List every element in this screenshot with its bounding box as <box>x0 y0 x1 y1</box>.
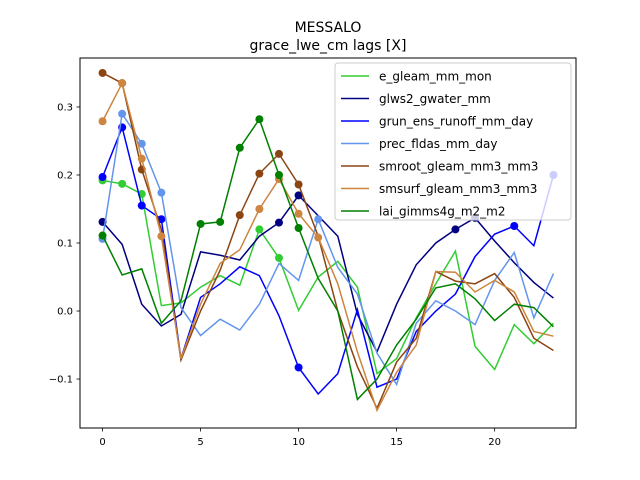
data-point <box>118 179 127 188</box>
data-point <box>137 139 146 148</box>
data-point <box>510 221 519 230</box>
y-tick-label: 0.3 <box>57 102 73 113</box>
series-line-smsurf_gleam_mm3_mm3 <box>101 81 554 413</box>
data-point <box>196 219 205 228</box>
data-point <box>98 231 107 240</box>
x-tick-label: 15 <box>390 437 403 448</box>
data-point <box>255 225 264 234</box>
y-tick-label: 0.2 <box>57 170 73 181</box>
axes: 0 5 10 15 20 −0.1 0.0 0.1 0.2 0.3 <box>49 102 501 448</box>
data-point <box>157 232 166 241</box>
series-line-lai_gimms4g_m2_m2 <box>101 117 554 401</box>
data-point <box>294 209 303 218</box>
legend-box <box>334 62 572 221</box>
data-point <box>451 225 460 234</box>
plot-area <box>98 68 558 413</box>
x-tick-label: 20 <box>488 437 501 448</box>
data-point <box>314 233 323 242</box>
series-line-e_gleam_mm_mon <box>102 179 554 375</box>
chart-title: MESSALO <box>295 20 362 36</box>
data-point <box>255 204 264 213</box>
data-point <box>98 68 107 77</box>
series-lai_gimms4g_m2_m2 <box>98 115 554 401</box>
legend-label: e_gleam_mm_mon <box>379 70 492 84</box>
data-point <box>235 143 244 152</box>
y-tick-label: 0.1 <box>57 239 73 250</box>
data-point <box>98 173 107 182</box>
data-point <box>294 191 303 200</box>
legend-label: prec_fldas_mm_day <box>379 137 498 151</box>
data-point <box>216 217 225 226</box>
series-line-prec_fldas_mm_day <box>101 111 555 387</box>
y-tick-label: 0.0 <box>57 307 73 318</box>
chart-subtitle: grace_lwe_cm lags [X] <box>250 38 407 54</box>
legend-label: grun_ens_runoff_mm_day <box>379 115 533 129</box>
data-point <box>118 79 127 88</box>
data-point <box>157 188 166 197</box>
data-point <box>294 224 303 233</box>
data-point <box>294 363 303 372</box>
x-tick-label: 0 <box>99 437 105 448</box>
data-point <box>294 180 303 189</box>
data-point <box>274 253 283 262</box>
data-point <box>274 218 283 227</box>
data-point <box>274 170 283 179</box>
x-tick-label: 10 <box>292 437 305 448</box>
data-point <box>118 109 127 118</box>
series-line-glws2_gwater_mm <box>101 194 554 354</box>
legend-label: smroot_gleam_mm3_mm3 <box>379 160 538 174</box>
data-point <box>255 169 264 178</box>
legend-label: glws2_gwater_mm <box>379 92 491 106</box>
data-point <box>137 154 146 163</box>
data-point <box>98 117 107 126</box>
data-point <box>274 149 283 158</box>
data-point <box>235 211 244 220</box>
data-point <box>255 115 264 124</box>
y-tick-label: −0.1 <box>49 375 73 386</box>
data-point <box>314 215 323 224</box>
legend-label: smsurf_gleam_mm3_mm3 <box>379 182 537 196</box>
x-tick-label: 5 <box>197 437 203 448</box>
legend-label: lai_gimms4g_m2_m2 <box>379 205 506 219</box>
legend: e_gleam_mm_mon glws2_gwater_mm grun_ens_ru… <box>334 62 572 221</box>
data-point <box>137 201 146 210</box>
